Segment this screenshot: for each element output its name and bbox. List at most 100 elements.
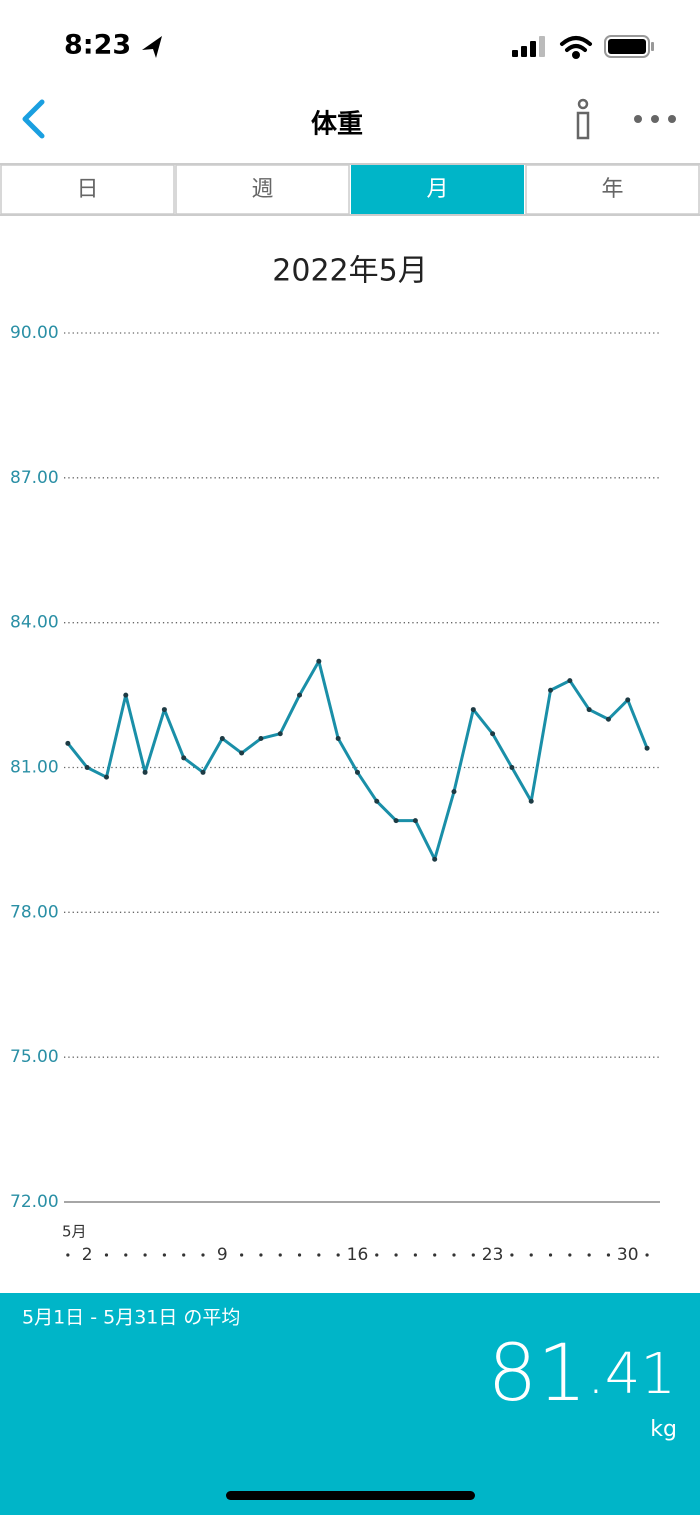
tab[interactable] <box>0 164 175 215</box>
axis-dot <box>394 1253 398 1257</box>
chart-title: 2022年5月 <box>272 254 427 289</box>
point <box>432 856 438 862</box>
point <box>161 707 167 713</box>
nav-title: 体重 <box>311 110 363 140</box>
chart: 72.00 75.00 78.00 81.00 84.00 87.00 90.00 2 9 16 2… <box>10 323 660 1265</box>
axis-dot <box>413 1253 417 1257</box>
point <box>625 697 631 703</box>
tab-bar: 日週月年 <box>0 163 700 216</box>
point <box>219 736 225 742</box>
axis-dot <box>297 1253 302 1257</box>
summary-average: 81.41 <box>488 1329 676 1419</box>
x-tick-label: 30 <box>617 1245 639 1265</box>
axis-dot <box>240 1253 244 1257</box>
axis-dot <box>452 1253 456 1257</box>
point <box>84 765 90 770</box>
point <box>239 750 245 756</box>
point <box>528 798 534 804</box>
point <box>277 731 283 737</box>
tab-label: 月 <box>426 177 448 202</box>
axis-dot <box>104 1253 109 1257</box>
y-tick-label: 72.00 <box>10 1192 59 1212</box>
tab[interactable] <box>525 164 700 215</box>
x-tick-label: 9 <box>217 1245 228 1265</box>
axis-dot <box>548 1253 553 1257</box>
axis-dot <box>587 1253 591 1257</box>
point <box>548 687 554 693</box>
axis-dot <box>433 1253 437 1257</box>
y-tick-label: 81.00 <box>10 758 59 778</box>
y-tick-label: 78.00 <box>10 902 59 922</box>
axis-dot <box>66 1253 70 1257</box>
axis-dot <box>645 1253 649 1257</box>
point <box>316 658 322 664</box>
axis-dot <box>124 1253 128 1257</box>
point <box>393 818 399 824</box>
summary-unit: kg <box>650 1417 677 1442</box>
back-button[interactable] <box>22 99 45 139</box>
point <box>605 716 611 722</box>
y-tick-label: 75.00 <box>10 1047 59 1067</box>
axis-dot <box>336 1253 340 1257</box>
signal-icon <box>512 36 545 57</box>
point <box>470 707 476 713</box>
point <box>567 678 573 684</box>
point <box>297 692 303 698</box>
info-button[interactable] <box>576 98 590 140</box>
point <box>586 707 592 713</box>
y-tick-label: 90.00 <box>10 323 59 343</box>
axis-dot <box>201 1253 205 1257</box>
status-time: 8:23 <box>64 30 131 61</box>
point <box>65 740 71 746</box>
axis-dot <box>471 1253 475 1257</box>
point <box>509 765 515 770</box>
point <box>335 736 341 742</box>
line <box>66 659 649 861</box>
average-decimal: .41 <box>587 1342 676 1407</box>
axis-dot <box>568 1253 572 1257</box>
point <box>142 769 148 775</box>
y-tick-label: 84.00 <box>10 613 59 633</box>
battery-icon <box>604 35 654 58</box>
tab-label: 週 <box>251 177 273 202</box>
point <box>123 692 129 698</box>
tab[interactable] <box>175 164 350 215</box>
point <box>374 798 380 804</box>
wifi-icon <box>560 36 592 59</box>
tab-label: 年 <box>601 177 623 202</box>
tab-label: 日 <box>76 177 98 202</box>
x-tick-label: 16 <box>347 1245 369 1265</box>
y-tick-label: 87.00 <box>10 468 59 488</box>
axis-dot <box>259 1253 263 1257</box>
point <box>200 769 206 775</box>
x-tick-label: 23 <box>482 1245 504 1265</box>
point <box>181 755 187 761</box>
point <box>490 731 496 737</box>
axis-dot <box>182 1253 186 1257</box>
axis-dot <box>375 1253 379 1257</box>
summary-period: 5月1日 - 5月31日 の平均 <box>22 1307 240 1329</box>
point <box>451 789 457 795</box>
more-button[interactable] <box>634 115 676 123</box>
point <box>644 745 650 751</box>
average-integer: 81 <box>488 1329 587 1419</box>
point <box>258 736 264 742</box>
point <box>354 769 360 775</box>
axis-dot <box>606 1253 611 1257</box>
axis-dot <box>510 1253 514 1257</box>
axis-dot <box>143 1253 147 1257</box>
axis-dot <box>317 1253 321 1257</box>
point <box>412 818 418 824</box>
x-axis-label: 5月 <box>62 1223 87 1241</box>
axis-dot <box>162 1253 166 1257</box>
point <box>103 774 109 780</box>
home-indicator <box>226 1491 475 1500</box>
x-tick-label: 2 <box>82 1245 93 1265</box>
axis-dot <box>529 1253 533 1257</box>
axis-dot <box>278 1253 282 1257</box>
location-icon <box>142 36 162 58</box>
summary-panel <box>0 1293 700 1515</box>
tab[interactable] <box>351 165 524 214</box>
